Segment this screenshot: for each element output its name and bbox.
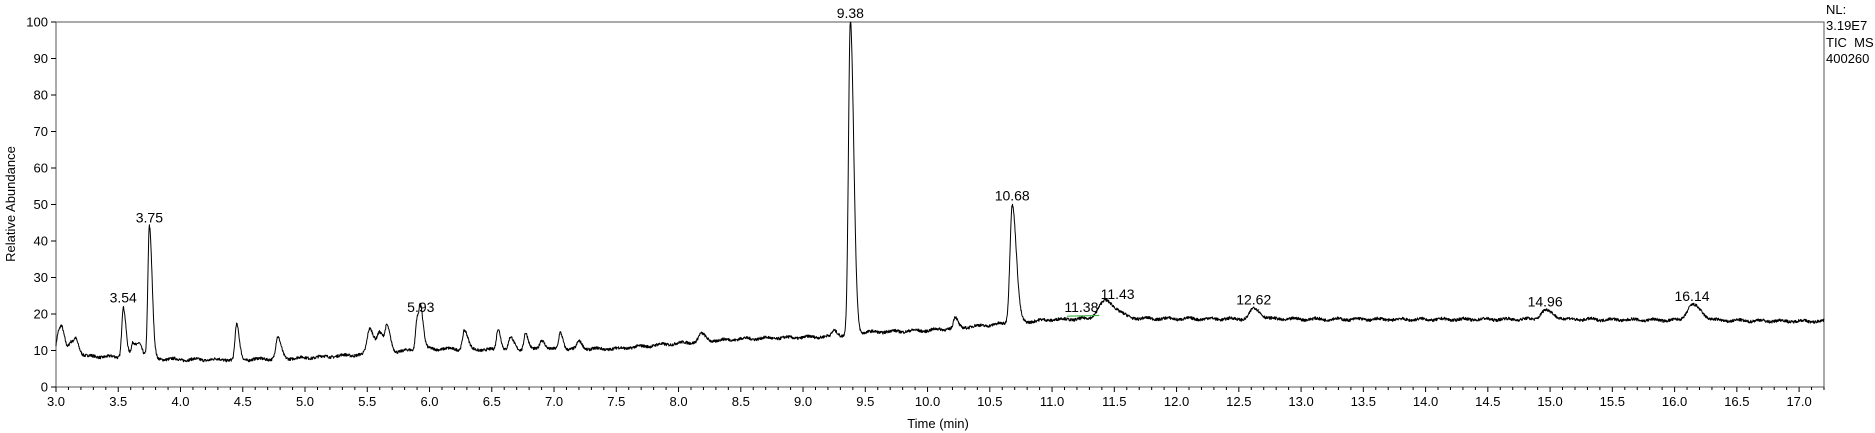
trace-layer bbox=[55, 21, 1825, 363]
y-tick-label: 40 bbox=[34, 234, 48, 249]
peak-label: 5.93 bbox=[407, 299, 434, 315]
x-axis: 3.0 3.5 4.0 4.5 5.0 5.5 6.0 6.5 7.0 7.5 8.0 8.5 9.0 9… bbox=[47, 387, 1825, 409]
x-tick-label: 7.5 bbox=[607, 394, 625, 409]
info-line: 400260 bbox=[1826, 51, 1869, 66]
x-tick-label: 15.0 bbox=[1537, 394, 1562, 409]
info-line: TIC MS bbox=[1826, 35, 1874, 50]
x-tick-label: 13.0 bbox=[1288, 394, 1313, 409]
y-tick-label: 0 bbox=[41, 380, 48, 395]
x-tick-label: 16.5 bbox=[1724, 394, 1749, 409]
x-tick-label: 9.0 bbox=[794, 394, 812, 409]
x-tick-label: 9.5 bbox=[856, 394, 874, 409]
info-box: NL: 3.19E7 TIC MS 400260 bbox=[1826, 2, 1874, 66]
x-tick-label: 13.5 bbox=[1351, 394, 1376, 409]
y-tick-label: 50 bbox=[34, 197, 48, 212]
y-tick-label: 80 bbox=[34, 88, 48, 103]
x-tick-label: 5.5 bbox=[358, 394, 376, 409]
x-tick-label: 3.5 bbox=[109, 394, 127, 409]
x-tick-label: 12.0 bbox=[1164, 394, 1189, 409]
x-tick-label: 4.5 bbox=[234, 394, 252, 409]
y-tick-label: 100 bbox=[26, 15, 48, 30]
integration-baseline bbox=[1066, 314, 1100, 317]
peak-label: 3.54 bbox=[110, 290, 137, 306]
x-tick-label: 8.5 bbox=[732, 394, 750, 409]
x-tick-label: 10.5 bbox=[977, 394, 1002, 409]
x-tick-label: 16.0 bbox=[1662, 394, 1687, 409]
y-tick-label: 70 bbox=[34, 124, 48, 139]
x-tick-label: 14.5 bbox=[1475, 394, 1500, 409]
info-line: NL: bbox=[1826, 2, 1846, 17]
y-tick-label: 60 bbox=[34, 161, 48, 176]
peak-label: 11.43 bbox=[1101, 286, 1135, 302]
peak-label: 12.62 bbox=[1236, 292, 1271, 308]
x-tick-label: 4.0 bbox=[171, 394, 189, 409]
x-tick-label: 6.0 bbox=[420, 394, 438, 409]
y-tick-label: 10 bbox=[34, 343, 48, 358]
x-tick-label: 11.5 bbox=[1102, 394, 1126, 409]
x-axis-title: Time (min) bbox=[907, 416, 969, 431]
y-axis-title: Relative Abundance bbox=[3, 146, 18, 262]
y-tick-label: 20 bbox=[34, 307, 48, 322]
x-tick-label: 5.0 bbox=[296, 394, 314, 409]
x-tick-label: 12.5 bbox=[1226, 394, 1251, 409]
x-tick-label: 10.0 bbox=[915, 394, 940, 409]
x-tick-label: 7.0 bbox=[545, 394, 563, 409]
x-tick-label: 6.5 bbox=[483, 394, 501, 409]
x-tick-label: 11.0 bbox=[1040, 394, 1064, 409]
plot-frame bbox=[55, 21, 1825, 388]
y-tick-label: 30 bbox=[34, 270, 48, 285]
peak-label: 3.75 bbox=[136, 209, 163, 225]
info-line: 3.19E7 bbox=[1826, 18, 1867, 33]
x-tick-label: 15.5 bbox=[1600, 394, 1625, 409]
x-tick-label: 8.0 bbox=[669, 394, 687, 409]
peak-label: 14.96 bbox=[1528, 293, 1563, 309]
x-tick-label: 14.0 bbox=[1413, 394, 1438, 409]
peak-label: 9.38 bbox=[837, 5, 864, 21]
y-tick-label: 90 bbox=[34, 51, 48, 66]
tic-trace bbox=[55, 21, 1825, 363]
y-axis: 0 10 20 30 40 50 60 70 80 90 100 bbox=[26, 15, 56, 395]
x-tick-label: 3.0 bbox=[47, 394, 65, 409]
peak-label: 10.68 bbox=[995, 188, 1030, 204]
plot-border bbox=[55, 21, 1825, 388]
x-tick-label: 17.0 bbox=[1786, 394, 1811, 409]
peak-label: 16.14 bbox=[1674, 288, 1709, 304]
peak-label: 11.38 bbox=[1064, 299, 1098, 315]
